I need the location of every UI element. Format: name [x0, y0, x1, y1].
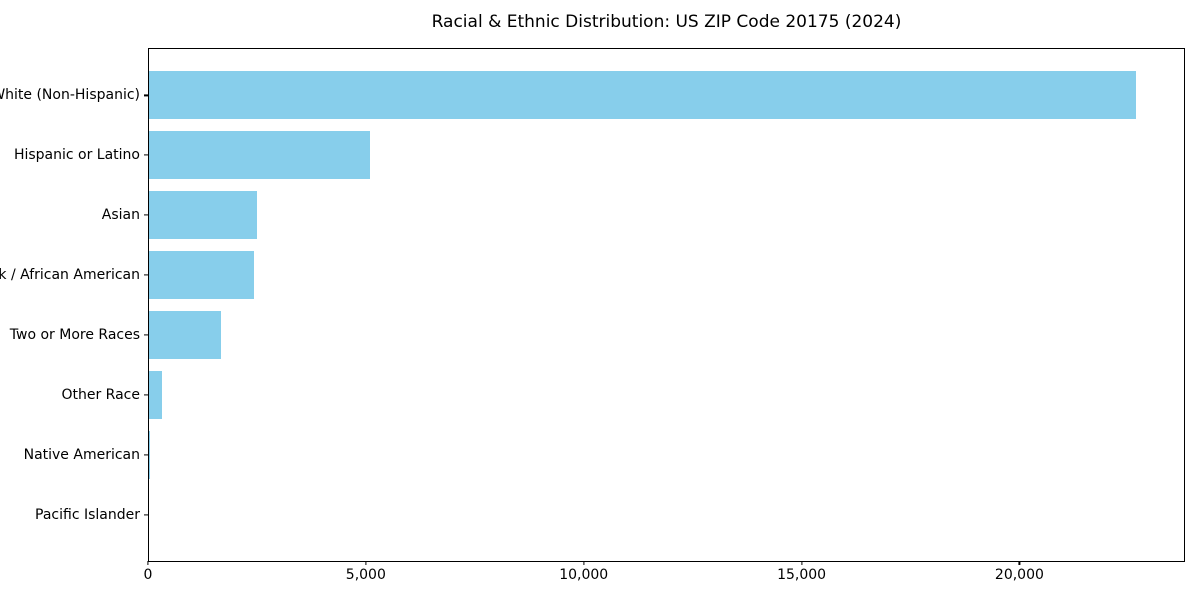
y-tick-mark — [144, 94, 148, 96]
x-tick-mark — [800, 561, 803, 565]
x-tick-mark — [1018, 561, 1021, 565]
x-tick-label: 20,000 — [994, 567, 1044, 583]
x-tick-mark — [147, 561, 149, 565]
category-label: Asian — [101, 207, 140, 224]
x-tick-label: 5,000 — [345, 567, 386, 583]
category-label: Native American — [23, 446, 140, 463]
category-label: Hispanic or Latino — [13, 147, 140, 164]
bar — [149, 251, 254, 299]
category-label: White (Non-Hispanic) — [0, 87, 140, 104]
x-tick-label: 0 — [143, 567, 153, 583]
category-label: Pacific Islander — [35, 506, 140, 523]
y-tick-mark — [144, 274, 148, 276]
y-tick-mark — [144, 454, 148, 456]
x-tick-mark — [365, 561, 367, 565]
bar — [149, 430, 151, 479]
bar — [149, 310, 222, 359]
y-tick-mark — [144, 154, 148, 156]
bar — [149, 71, 1136, 120]
category-label: Other Race — [61, 386, 140, 403]
x-tick-label: 10,000 — [559, 567, 609, 583]
chart-title: Racial & Ethnic Distribution: US ZIP Cod… — [431, 12, 902, 32]
category-label: Two or More Races — [9, 326, 140, 343]
y-tick-mark — [144, 214, 148, 216]
bar — [149, 370, 162, 419]
bar — [149, 191, 257, 240]
y-tick-mark — [144, 334, 148, 336]
category-label: Black / African American — [0, 267, 140, 284]
y-tick-mark — [144, 514, 148, 516]
plot-area — [148, 48, 1185, 562]
bar — [149, 131, 370, 180]
x-tick-mark — [583, 561, 585, 565]
x-tick-label: 15,000 — [777, 567, 827, 583]
y-tick-mark — [144, 394, 148, 396]
